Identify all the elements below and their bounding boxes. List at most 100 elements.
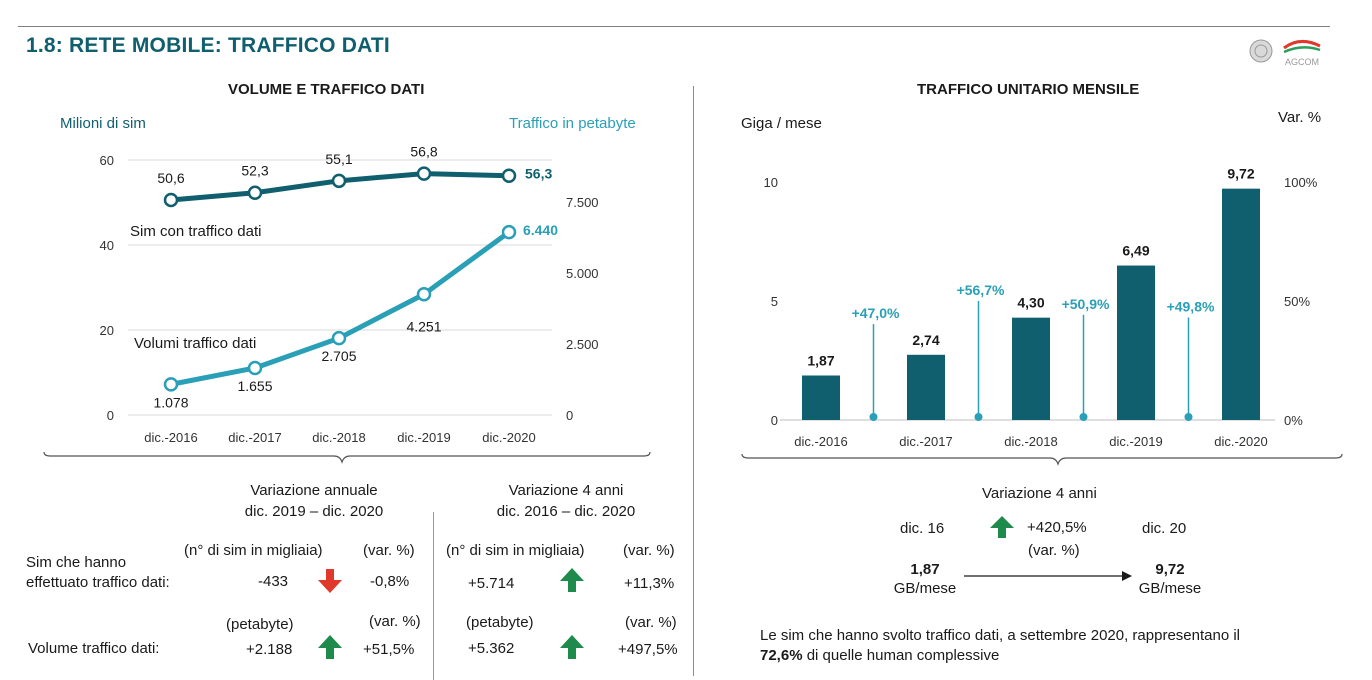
summary-pct-unit: (var. %) (1028, 542, 1080, 559)
bar-value-label: 9,72 (1227, 166, 1254, 182)
row2-4y-pct: +497,5% (618, 641, 678, 658)
right-tick-label: 2.500 (566, 337, 599, 352)
bar-chart-right-ticks: 0% 50% 100% (1284, 175, 1318, 428)
four-year-header-line2: dic. 2016 – dic. 2020 (496, 503, 636, 520)
data-label: 1.655 (237, 378, 272, 394)
row1-4y-value: +5.714 (468, 575, 515, 592)
left-axis-title: Milioni di sim (60, 115, 146, 132)
line-chart-left-ticks: 0 20 40 60 (100, 153, 114, 423)
data-label: 4.251 (406, 318, 441, 334)
left-tick-label: 0 (771, 413, 778, 428)
row1-label-line2: effettuato traffico dati: (26, 574, 170, 591)
variation-marker (869, 413, 878, 421)
bar (907, 354, 945, 420)
series-label-volume: Volumi traffico dati (134, 335, 256, 352)
arrow-down-icon (318, 569, 342, 593)
bar-chart: 0 5 10 0% 50% 100% 1,87 2,74 4,30 6,49 9,72 +47,… (741, 166, 1343, 466)
row1-unit-4y: (n° di sim in migliaia) (446, 542, 585, 559)
bar-value-label: 4,30 (1017, 295, 1044, 311)
right-axis-title: Traffico in petabyte (509, 115, 636, 132)
variation-label: +49,8% (1167, 298, 1215, 314)
row2-4y-value: +5.362 (468, 640, 515, 657)
bar (1222, 188, 1260, 420)
x-tick-label: dic.-2017 (228, 430, 281, 445)
summary-end-value: 9,72 (1155, 561, 1185, 578)
summary-end: 9,72 GB/mese (1125, 560, 1215, 598)
four-year-header-line1: Variazione 4 anni (508, 482, 624, 499)
data-point (416, 166, 432, 181)
summary-end-unit: GB/mese (1138, 580, 1202, 597)
bar-value-label: 1,87 (807, 352, 834, 368)
summary-end-label: dic. 20 (1142, 520, 1187, 537)
svg-text:AGCOM: AGCOM (1285, 57, 1319, 67)
section-divider (693, 86, 694, 676)
x-tick-label: dic.-2016 (144, 430, 197, 445)
arrow-up-icon (560, 568, 584, 592)
right-tick-label: 0 (566, 408, 573, 423)
x-tick-label: dic.-2018 (1004, 434, 1057, 449)
row1-unit-annual: (n° di sim in migliaia) (184, 542, 323, 559)
bar-right-axis-title: Var. % (1278, 109, 1322, 126)
arrow-up-icon (560, 635, 584, 659)
summary-note-text-1: Le sim che hanno svolto traffico dati, a… (760, 627, 1241, 644)
x-tick-label: dic.-2020 (1214, 434, 1267, 449)
row2-annual-value: +2.188 (246, 641, 293, 658)
summary-note-text-2: di quelle human complessive (802, 647, 1000, 664)
row2-unit-annual: (petabyte) (226, 616, 294, 633)
annual-header-line1: Variazione annuale (250, 482, 378, 499)
data-label: 56,8 (410, 144, 437, 160)
data-label: 2.705 (321, 348, 356, 364)
right-section-title: TRAFFICO UNITARIO MENSILE (917, 81, 1140, 98)
data-point (247, 360, 263, 376)
line-chart-series: 50,6 52,3 55,1 56,8 56,3 1.078 1.655 2.705 4.251… (153, 144, 558, 411)
row2-annual-pct: +51,5% (363, 641, 415, 658)
right-tick-label: 0% (1284, 413, 1303, 428)
summary-start: 1,87 GB/mese (880, 560, 970, 598)
left-brace (43, 451, 651, 464)
row1-label-line1: Sim che hanno (26, 554, 127, 571)
arrow-up-icon (318, 635, 342, 659)
data-point (501, 224, 517, 240)
x-tick-label: dic.-2020 (482, 430, 535, 445)
row1-var-annual: (var. %) (363, 542, 415, 559)
summary-note: Le sim che hanno svolto traffico dati, a… (760, 626, 1320, 666)
bar-chart-x-labels: dic.-2016 dic.-2017 dic.-2018 dic.-2019 dic.… (794, 434, 1267, 449)
line-chart-x-labels: dic.-2016 dic.-2017 dic.-2018 dic.-2019 dic.… (144, 430, 535, 445)
annual-header-line2: dic. 2019 – dic. 2020 (244, 503, 384, 520)
x-tick-label: dic.-2018 (312, 430, 365, 445)
data-label: 52,3 (241, 163, 268, 179)
header-rule (18, 26, 1330, 27)
bar-chart-left-ticks: 0 5 10 (764, 175, 778, 428)
left-tick-label: 40 (100, 238, 114, 253)
row2-unit-4y: (petabyte) (466, 614, 534, 631)
data-label: 55,1 (325, 151, 352, 167)
bar (802, 375, 840, 420)
right-tick-label: 5.000 (566, 266, 599, 281)
variation-label: +47,0% (852, 305, 900, 321)
bar-chart-variations: +47,0% +56,7% +50,9% +49,8% (852, 282, 1215, 421)
agcom-logo: AGCOM (1248, 36, 1324, 70)
right-tick-label: 100% (1284, 175, 1318, 190)
four-year-header: Variazione 4 anni dic. 2016 – dic. 2020 (478, 480, 654, 522)
variation-label: +56,7% (957, 282, 1005, 298)
variation-marker (974, 413, 983, 421)
bar (1012, 317, 1050, 420)
bar-chart-bars: 1,87 2,74 4,30 6,49 9,72 (802, 166, 1260, 420)
summary-arrow (964, 571, 1132, 581)
row1-label: Sim che hanno effettuato traffico dati: (26, 553, 170, 593)
summary-start-label: dic. 16 (900, 520, 945, 537)
data-label: 50,6 (157, 170, 184, 186)
data-point (501, 168, 517, 183)
right-tick-label: 50% (1284, 294, 1310, 309)
row1-var-4y: (var. %) (623, 542, 675, 559)
bar-left-axis-title: Giga / mese (741, 115, 822, 132)
data-label: 6.440 (523, 222, 558, 238)
x-tick-label: dic.-2017 (899, 434, 952, 449)
variation-label: +50,9% (1062, 296, 1110, 312)
data-point (331, 173, 347, 189)
summary-start-value: 1,87 (910, 561, 940, 578)
data-point (163, 377, 179, 392)
left-section-title: VOLUME E TRAFFICO DATI (228, 81, 425, 98)
arrow-up-icon (990, 516, 1014, 538)
